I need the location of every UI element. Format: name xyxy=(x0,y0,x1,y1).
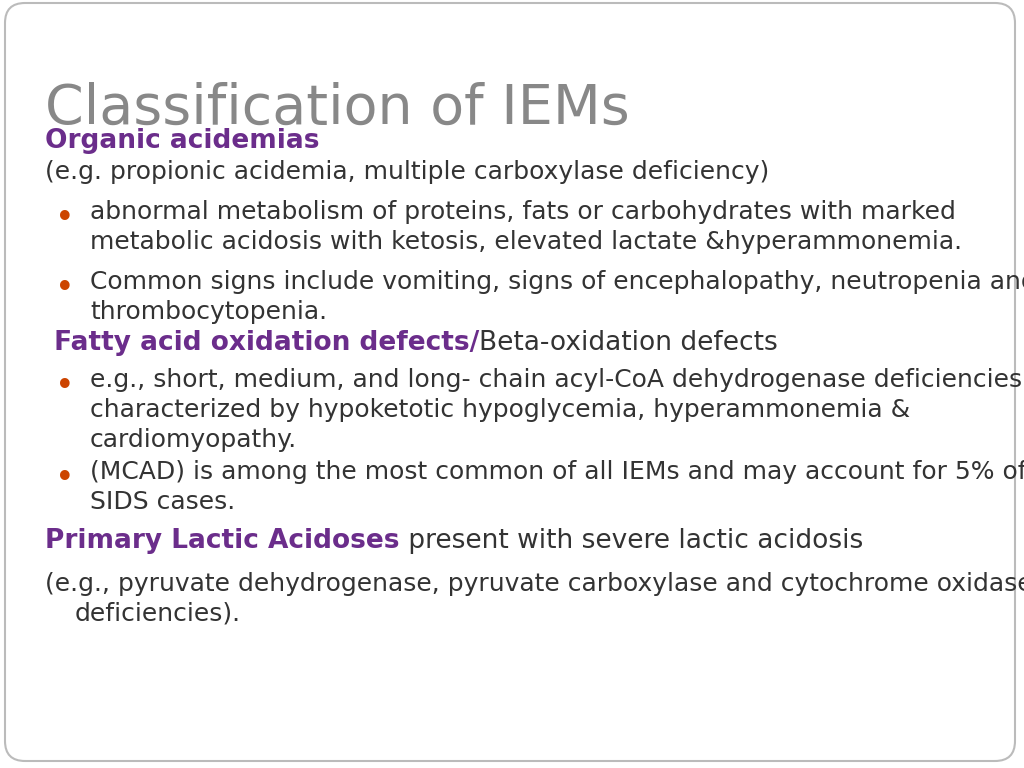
Text: Fatty acid oxidation defects/: Fatty acid oxidation defects/ xyxy=(45,330,479,356)
Text: (e.g. propionic acidemia, multiple carboxylase deficiency): (e.g. propionic acidemia, multiple carbo… xyxy=(45,160,769,184)
Text: (MCAD) is among the most common of all IEMs and may account for 5% of: (MCAD) is among the most common of all I… xyxy=(90,460,1024,484)
Text: Primary Lactic Acidoses: Primary Lactic Acidoses xyxy=(45,528,399,554)
Text: Beta-oxidation defects: Beta-oxidation defects xyxy=(479,330,778,356)
Text: Organic acidemias: Organic acidemias xyxy=(45,128,319,154)
Text: characterized by hypoketotic hypoglycemia, hyperammonemia &: characterized by hypoketotic hypoglycemi… xyxy=(90,398,910,422)
Text: •: • xyxy=(55,202,75,235)
Text: cardiomyopathy.: cardiomyopathy. xyxy=(90,428,297,452)
Text: SIDS cases.: SIDS cases. xyxy=(90,490,236,514)
Text: thrombocytopenia.: thrombocytopenia. xyxy=(90,300,327,324)
Text: Classification of IEMs: Classification of IEMs xyxy=(45,82,630,136)
Text: e.g., short, medium, and long- chain acyl-CoA dehydrogenase deficiencies: e.g., short, medium, and long- chain acy… xyxy=(90,368,1022,392)
Text: •: • xyxy=(55,272,75,305)
Text: (e.g., pyruvate dehydrogenase, pyruvate carboxylase and cytochrome oxidase: (e.g., pyruvate dehydrogenase, pyruvate … xyxy=(45,572,1024,596)
Text: •: • xyxy=(55,462,75,495)
Text: •: • xyxy=(55,370,75,403)
Text: present with severe lactic acidosis: present with severe lactic acidosis xyxy=(399,528,863,554)
FancyBboxPatch shape xyxy=(5,3,1015,761)
Text: Common signs include vomiting, signs of encephalopathy, neutropenia and: Common signs include vomiting, signs of … xyxy=(90,270,1024,294)
Text: abnormal metabolism of proteins, fats or carbohydrates with marked: abnormal metabolism of proteins, fats or… xyxy=(90,200,955,224)
Text: deficiencies).: deficiencies). xyxy=(75,602,241,626)
Text: metabolic acidosis with ketosis, elevated lactate &hyperammonemia.: metabolic acidosis with ketosis, elevate… xyxy=(90,230,963,254)
